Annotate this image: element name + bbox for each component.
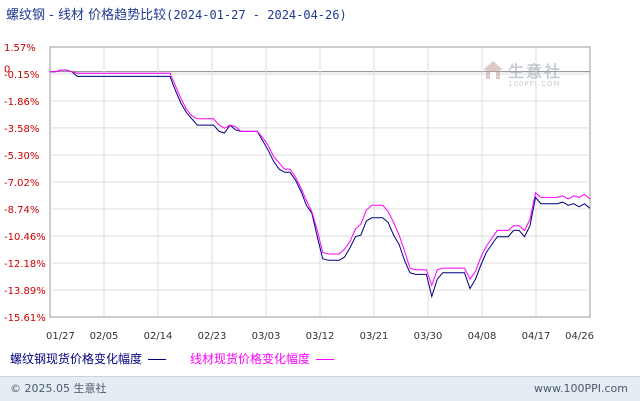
- x-tick-label: 03/12: [306, 331, 335, 342]
- y-tick-label: -12.18%: [4, 259, 46, 270]
- zero-label: 0: [4, 65, 10, 76]
- y-tick-label: -7.02%: [4, 178, 39, 189]
- x-tick-label: 02/23: [198, 331, 227, 342]
- watermark-name: 生意社: [508, 62, 563, 81]
- y-tick-label: -10.46%: [4, 232, 46, 243]
- watermark: 生意社 100PPI.COM: [482, 56, 563, 88]
- chart-title: 螺纹钢 - 线材 价格趋势比较(2024-01-27 - 2024-04-26): [6, 6, 347, 24]
- legend-item-rebar: 螺纹钢现货价格变化幅度: [10, 350, 172, 368]
- y-tick-label: -8.74%: [4, 205, 39, 216]
- x-tick-label: 02/05: [90, 331, 119, 342]
- y-tick-label: -3.58%: [4, 124, 39, 135]
- watermark-url: 100PPI.COM: [508, 80, 561, 88]
- footer: © 2025.05 生意社 www.100PPI.com: [0, 376, 640, 401]
- footer-copyright: © 2025.05 生意社: [10, 382, 107, 395]
- x-tick-label: 02/14: [144, 331, 173, 342]
- x-tick-label: 04/08: [468, 331, 497, 342]
- x-axis-ticks: 01/27 02/05 02/14 02/23 03/03 03/12 03/21 03/30…: [46, 331, 594, 342]
- series-line-rebar: [50, 69, 591, 299]
- x-tick-label: 04/17: [522, 331, 551, 342]
- legend-label-rebar: 螺纹钢现货价格变化幅度: [10, 352, 143, 366]
- x-tick-label: 03/03: [252, 331, 281, 342]
- legend: 螺纹钢现货价格变化幅度 线材现货价格变化幅度: [10, 350, 358, 368]
- x-tick-label: 04/26: [565, 331, 594, 342]
- y-tick-label: -15.61%: [4, 313, 46, 324]
- chart-date-range: (2024-01-27 - 2024-04-26): [166, 8, 347, 22]
- y-axis-ticks: 1.57% -0.15% -1.86% -3.58% -5.30% -7.02% -8.74…: [4, 43, 46, 324]
- x-tick-label: 01/27: [46, 331, 75, 342]
- y-tick-label: 1.57%: [4, 43, 36, 54]
- x-tick-label: 03/30: [414, 331, 443, 342]
- chart-title-text: 螺纹钢 - 线材 价格趋势比较: [6, 8, 167, 23]
- footer-site-link[interactable]: www.100PPI.com: [534, 382, 628, 395]
- y-tick-label: -13.89%: [4, 286, 46, 297]
- legend-item-wire-rod: 线材现货价格变化幅度: [190, 350, 340, 368]
- watermark-house-icon: [483, 61, 503, 79]
- legend-label-wire-rod: 线材现货价格变化幅度: [190, 352, 311, 366]
- x-tick-label: 03/21: [360, 331, 389, 342]
- series-line-wire-rod: [50, 69, 591, 287]
- legend-swatch-wire-rod: [316, 358, 335, 360]
- y-tick-label: -1.86%: [4, 97, 39, 108]
- y-tick-label: -5.30%: [4, 151, 39, 162]
- legend-swatch-rebar: [148, 358, 167, 360]
- y-tick-label: -0.15%: [4, 70, 39, 81]
- series-layer: [50, 69, 591, 299]
